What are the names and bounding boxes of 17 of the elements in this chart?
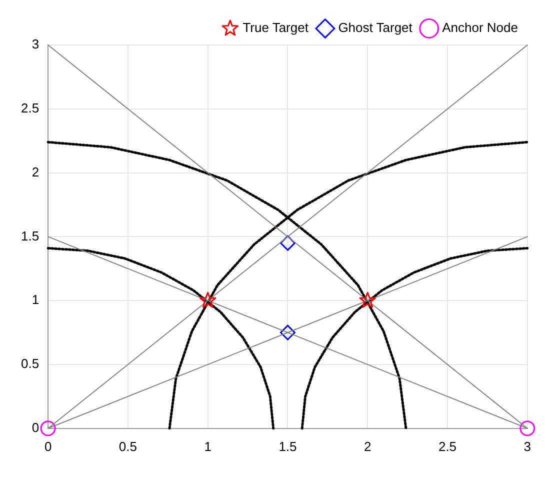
x-tick-label: 3 xyxy=(524,438,531,454)
x-tick-label: 1 xyxy=(204,438,212,454)
x-tick-label: 0.5 xyxy=(118,438,137,454)
y-tick-label: 2.5 xyxy=(20,100,40,116)
legend-label: Anchor Node xyxy=(442,20,518,36)
y-tick-label: 2 xyxy=(32,164,40,180)
y-tick-label: 0 xyxy=(32,420,40,435)
y-tick-label: 1 xyxy=(32,292,40,308)
y-tick-label: 1.5 xyxy=(20,228,40,244)
y-tick-label: 3 xyxy=(32,36,40,52)
x-tick-label: 2 xyxy=(364,438,372,454)
x-tick-label: 1.5 xyxy=(278,438,297,454)
legend-label: Ghost Target xyxy=(338,20,413,36)
x-tick-label: 0 xyxy=(44,438,52,454)
legend-label: True Target xyxy=(242,20,309,36)
x-tick-label: 2.5 xyxy=(438,438,457,454)
y-tick-label: 0.5 xyxy=(20,356,40,372)
